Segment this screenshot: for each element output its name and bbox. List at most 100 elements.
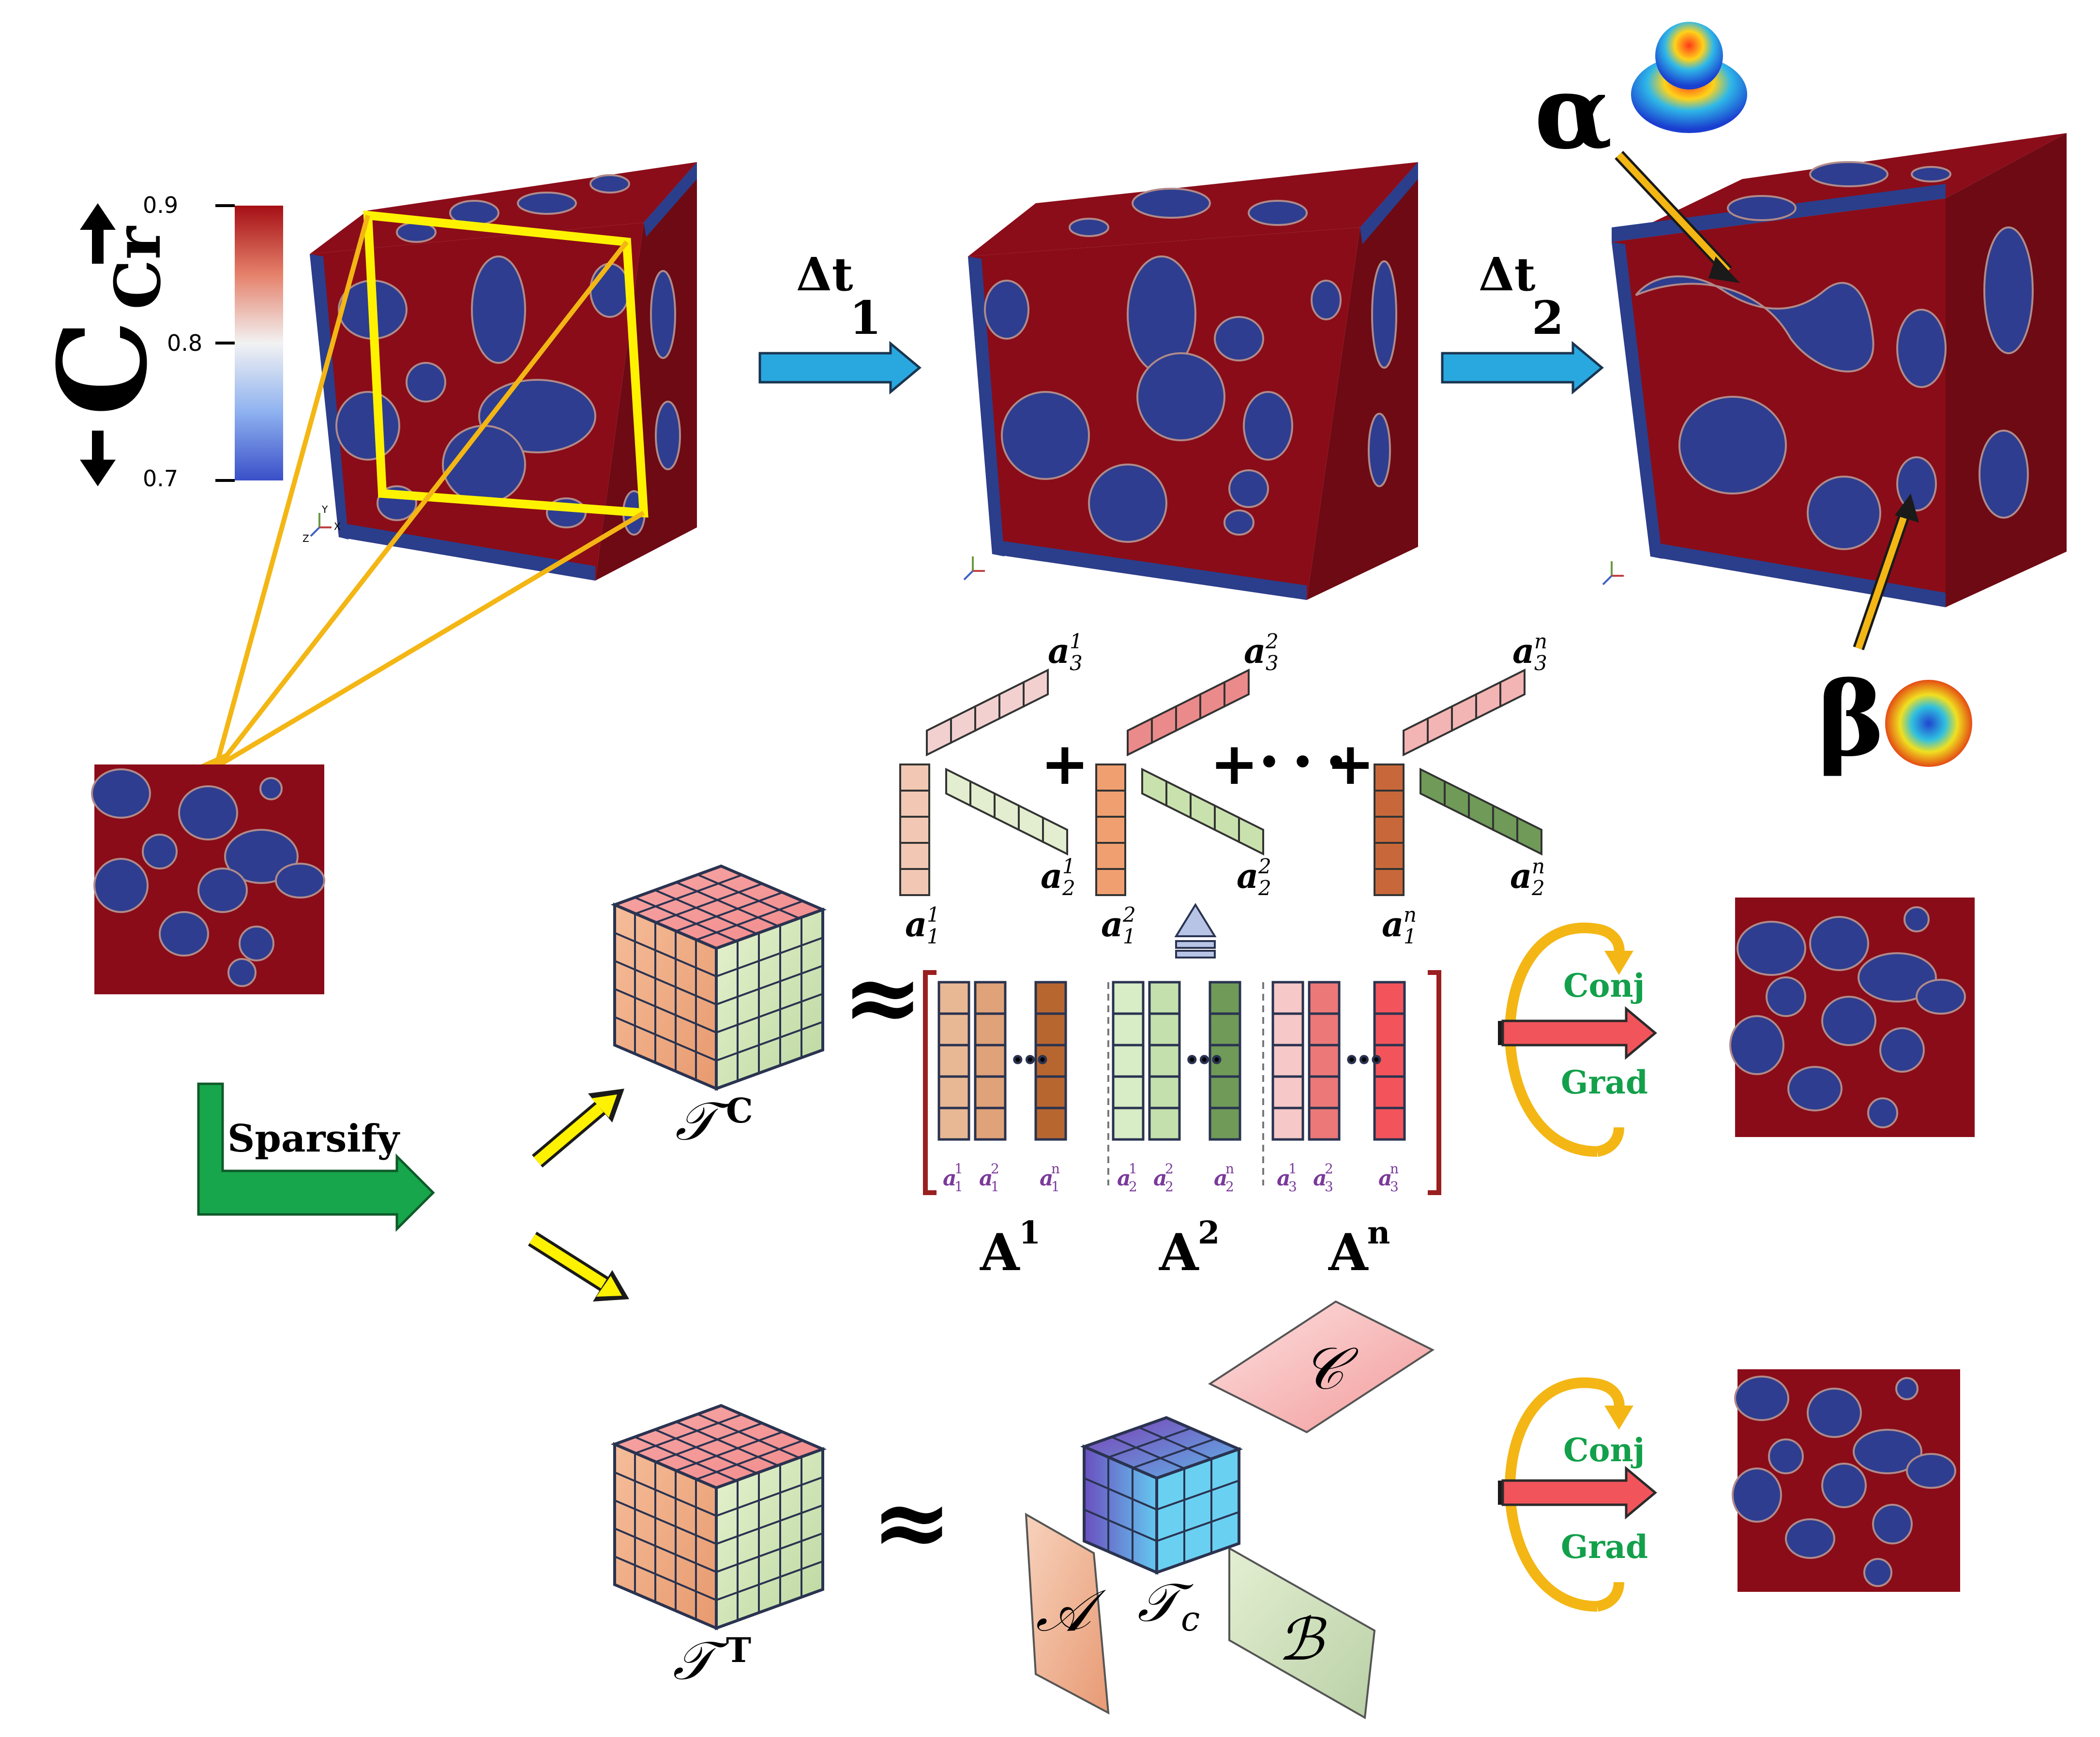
matrix-cell (937, 1075, 970, 1109)
svg-text:ℬ: ℬ (1278, 1606, 1327, 1674)
tensor-cube-tucker: 𝒯 T (610, 1404, 827, 1692)
matrix-cell (1209, 1075, 1241, 1109)
reconstructed-image-tucker (1732, 1369, 1960, 1592)
matrix-cell (1112, 1044, 1145, 1078)
alpha-orientation-icon (1631, 22, 1747, 133)
axes-triad-2 (963, 556, 985, 581)
column-label-sup: 2 (991, 1161, 999, 1177)
matrix-cell (1112, 1075, 1145, 1109)
matrix-cell (1112, 1107, 1145, 1141)
beta-label: β (1817, 659, 1885, 779)
column-label-sup: 1 (1129, 1161, 1137, 1177)
cg-solver-1: Conj Grad (1498, 922, 1657, 1157)
svg-text:a: a (1101, 904, 1123, 944)
matrix-cell (1034, 1107, 1067, 1141)
matrix-A2: A (1159, 1222, 1199, 1282)
column-label-sup: n (1390, 1161, 1399, 1177)
matrix-cell (1373, 981, 1406, 1015)
plus-sign-1: + (1041, 731, 1089, 798)
column-label-sup: n (1051, 1161, 1060, 1177)
matrix-cell (1308, 981, 1341, 1015)
tucker-decomposition: 𝒞 𝒜 ℬ 𝒯 c (1025, 1300, 1435, 1720)
sparsify-arrow: Sparsify (197, 1082, 435, 1232)
dt1-label: Δt (796, 248, 853, 301)
column-label: a (1277, 1166, 1291, 1191)
svg-text:2: 2 (1258, 876, 1271, 900)
column-label: a (1117, 1166, 1131, 1191)
column-label: a (1313, 1166, 1327, 1191)
matrix-ellipsis: ••• (1345, 1049, 1383, 1072)
conj-label-1: Conj (1563, 967, 1645, 1004)
branch-arrow-down (528, 1231, 629, 1302)
matrix-cell (1308, 1044, 1341, 1078)
svg-text:a: a (1048, 631, 1070, 671)
label-a2-1: a 12 (1041, 854, 1075, 900)
column-label: a (1040, 1166, 1054, 1191)
colorbar-tick-mid: 0.8 (167, 330, 202, 356)
column-label-sub: 3 (1288, 1179, 1297, 1195)
tensor-tucker-label: 𝒯 (673, 1630, 729, 1692)
microstructure-cube-t2 (1612, 133, 2067, 607)
cp-component-2 (1095, 668, 1264, 896)
column-label-sup: n (1225, 1161, 1234, 1177)
column-label-sup: 2 (1165, 1161, 1174, 1177)
matrix-cell (974, 1044, 1007, 1078)
colorbar-gradient (235, 206, 283, 480)
dt2-sub: 2 (1532, 291, 1564, 345)
svg-text:1: 1 (1070, 629, 1083, 653)
tensor-cp-label: 𝒯 (675, 1090, 731, 1152)
matrix-A1-sup: 1 (1019, 1214, 1041, 1251)
plus-sign-2: + (1210, 731, 1259, 798)
matrix-names: A 1 A 2 A n (980, 1214, 1390, 1282)
matrix-cell (937, 981, 970, 1015)
svg-text:n: n (1534, 629, 1547, 653)
plus-sign-3: + (1326, 731, 1375, 798)
column-label-sup: 1 (954, 1161, 963, 1177)
column-label-sub: 3 (1325, 1179, 1333, 1195)
svg-text:2: 2 (1258, 854, 1271, 878)
label-a3-2: a 23 (1244, 629, 1279, 675)
tensor-cp-sup: C (726, 1091, 753, 1131)
matrix-cell (1148, 1107, 1181, 1141)
matrix-cell (1148, 981, 1181, 1015)
reconstructed-image-cp (1729, 898, 1975, 1137)
matrix-An: A (1328, 1222, 1369, 1282)
colorbar-tick-bottom: 0.7 (143, 465, 178, 492)
column-label-sub: 2 (1225, 1179, 1234, 1195)
cg-solver-2: Conj Grad (1498, 1377, 1657, 1612)
column-label: a (1378, 1166, 1392, 1191)
tensor-tucker-sup: T (726, 1630, 751, 1670)
svg-text:1: 1 (927, 903, 940, 927)
svg-text:3: 3 (1266, 651, 1279, 675)
svg-text:n: n (1532, 854, 1545, 878)
matrix-cell (1209, 1107, 1241, 1141)
matrix-cell (1112, 981, 1145, 1015)
column-label-sup: 2 (1325, 1161, 1333, 1177)
svg-text:2: 2 (1122, 903, 1136, 927)
label-a3-1: a 13 (1048, 629, 1083, 675)
ellipsis: • • • (1258, 743, 1347, 782)
label-a3-n: a n3 (1512, 629, 1547, 675)
alpha-label: α (1534, 52, 1613, 172)
axes-triad-1: Y X Z (302, 504, 341, 544)
matrix-cell (1271, 1107, 1304, 1141)
sparsify-label: Sparsify (227, 1117, 401, 1161)
conj-label-2: Conj (1563, 1431, 1645, 1469)
factor-plane-A: 𝒜 (1025, 1512, 1110, 1715)
colorbar-label-main: C (31, 320, 174, 416)
svg-text:1: 1 (1404, 925, 1417, 948)
matrix-cell (1209, 981, 1241, 1015)
matrix-cell (974, 1107, 1007, 1141)
matrix-cell (1308, 1012, 1341, 1047)
matrix-cell (1209, 1012, 1241, 1047)
label-a1-1: a 11 (905, 903, 940, 948)
slice-image (91, 764, 325, 994)
svg-text:a: a (1512, 631, 1534, 671)
matrix-cell (1034, 981, 1067, 1015)
column-label-sub: 1 (954, 1179, 963, 1195)
svg-text:a: a (1510, 856, 1532, 896)
cp-component-n (1374, 668, 1542, 896)
matrix-cell (974, 981, 1007, 1015)
alpha-phase-marker: α (1534, 22, 1747, 283)
